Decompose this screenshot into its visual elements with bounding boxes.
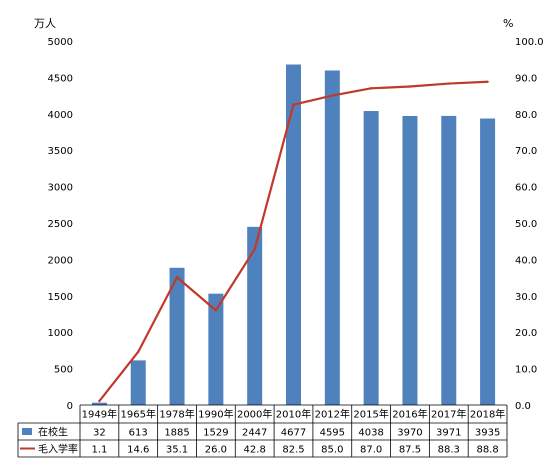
left-tick-label: 2000	[48, 255, 73, 266]
legend-swatch	[22, 428, 32, 435]
left-tick-label: 4500	[48, 73, 73, 84]
data-label: 1885	[164, 428, 189, 439]
data-label: 3971	[436, 428, 461, 439]
line-point	[292, 103, 295, 106]
category-label: 2017年	[431, 408, 466, 421]
category-label: 2018年	[470, 408, 505, 421]
legend-label: 毛入学率	[38, 443, 78, 456]
left-tick-label: 3000	[48, 183, 73, 194]
line-point	[253, 248, 256, 251]
data-label: 88.3	[438, 445, 460, 456]
right-tick-label: 50.0	[515, 219, 537, 230]
data-label: 42.8	[244, 445, 266, 456]
bar	[363, 111, 379, 405]
right-tick-label: 60.0	[515, 183, 537, 194]
line-point	[486, 80, 489, 83]
category-label: 1949年	[82, 408, 117, 421]
data-label: 1.1	[91, 445, 107, 456]
right-tick-label: 0.0	[515, 401, 531, 412]
data-label: 88.8	[476, 445, 498, 456]
data-table: 1949年 1965年 1978年 1990年 2000年 2010年 2012年 2015年…	[17, 404, 508, 458]
left-axis-unit: 万人	[34, 17, 56, 30]
right-axis-ticks: 0.0 10.0 20.0 30.0 40.0 50.0 60.0 70.0 80.0 90.0 1…	[515, 37, 544, 412]
left-tick-label: 5000	[48, 37, 73, 48]
data-label: 4677	[281, 428, 306, 439]
left-tick-label: 2500	[48, 219, 73, 230]
bar	[91, 402, 107, 405]
data-label: 2447	[242, 428, 267, 439]
line-point	[447, 82, 450, 85]
right-tick-label: 80.0	[515, 110, 537, 121]
left-tick-label: 1500	[48, 292, 73, 303]
bar	[208, 293, 224, 405]
category-label: 2016年	[392, 408, 427, 421]
line-point	[408, 85, 412, 88]
line-series	[98, 80, 489, 403]
right-tick-label: 100.0	[515, 37, 544, 48]
bar	[130, 360, 146, 405]
data-label: 3935	[475, 428, 500, 439]
left-tick-label: 3500	[48, 146, 73, 157]
data-label: 3970	[397, 428, 422, 439]
left-tick-label: 1000	[48, 328, 73, 339]
bar	[402, 115, 418, 405]
category-label: 1978年	[159, 408, 194, 421]
bar-series	[91, 64, 496, 406]
right-tick-label: 40.0	[515, 255, 537, 266]
data-label: 87.0	[360, 445, 382, 456]
data-label: 4038	[358, 428, 383, 439]
bar	[169, 267, 185, 405]
data-label: 85.0	[321, 445, 343, 456]
bar	[247, 226, 263, 405]
right-tick-label: 20.0	[515, 328, 537, 339]
data-label: 82.5	[282, 445, 304, 456]
right-tick-label: 90.0	[515, 73, 537, 84]
data-label: 87.5	[399, 445, 421, 456]
right-tick-label: 30.0	[515, 292, 537, 303]
left-tick-label: 4000	[48, 110, 73, 121]
line-point	[137, 350, 140, 354]
line-point	[331, 94, 334, 97]
bar	[324, 70, 340, 405]
left-tick-label: 500	[54, 365, 73, 376]
line-point	[214, 309, 218, 312]
data-label: 14.6	[127, 445, 149, 456]
data-label: 4595	[320, 428, 345, 439]
left-axis-ticks: 0 500 1000 1500 2000 2500 3000 3500 4000 4500 5000	[48, 37, 73, 412]
bar	[441, 115, 457, 406]
data-label: 35.1	[166, 445, 188, 456]
right-tick-label: 10.0	[515, 365, 537, 376]
category-label: 2015年	[353, 408, 388, 421]
bar	[480, 118, 496, 406]
data-label: 1529	[203, 428, 228, 439]
right-axis-unit: %	[503, 17, 513, 30]
line-point	[175, 276, 179, 279]
category-label: 2010年	[276, 408, 311, 421]
right-tick-label: 70.0	[515, 146, 537, 157]
category-label: 2012年	[315, 408, 350, 421]
data-label: 26.0	[205, 445, 227, 456]
data-label: 32	[93, 428, 106, 439]
category-label: 1990年	[198, 408, 233, 421]
category-label: 1965年	[121, 408, 156, 421]
bar	[286, 64, 301, 405]
category-label: 2000年	[237, 408, 272, 421]
left-tick-label: 0	[67, 401, 73, 412]
data-label: 613	[129, 428, 148, 439]
line-point	[98, 399, 101, 403]
legend-label: 在校生	[38, 426, 68, 439]
line-point	[369, 87, 373, 90]
